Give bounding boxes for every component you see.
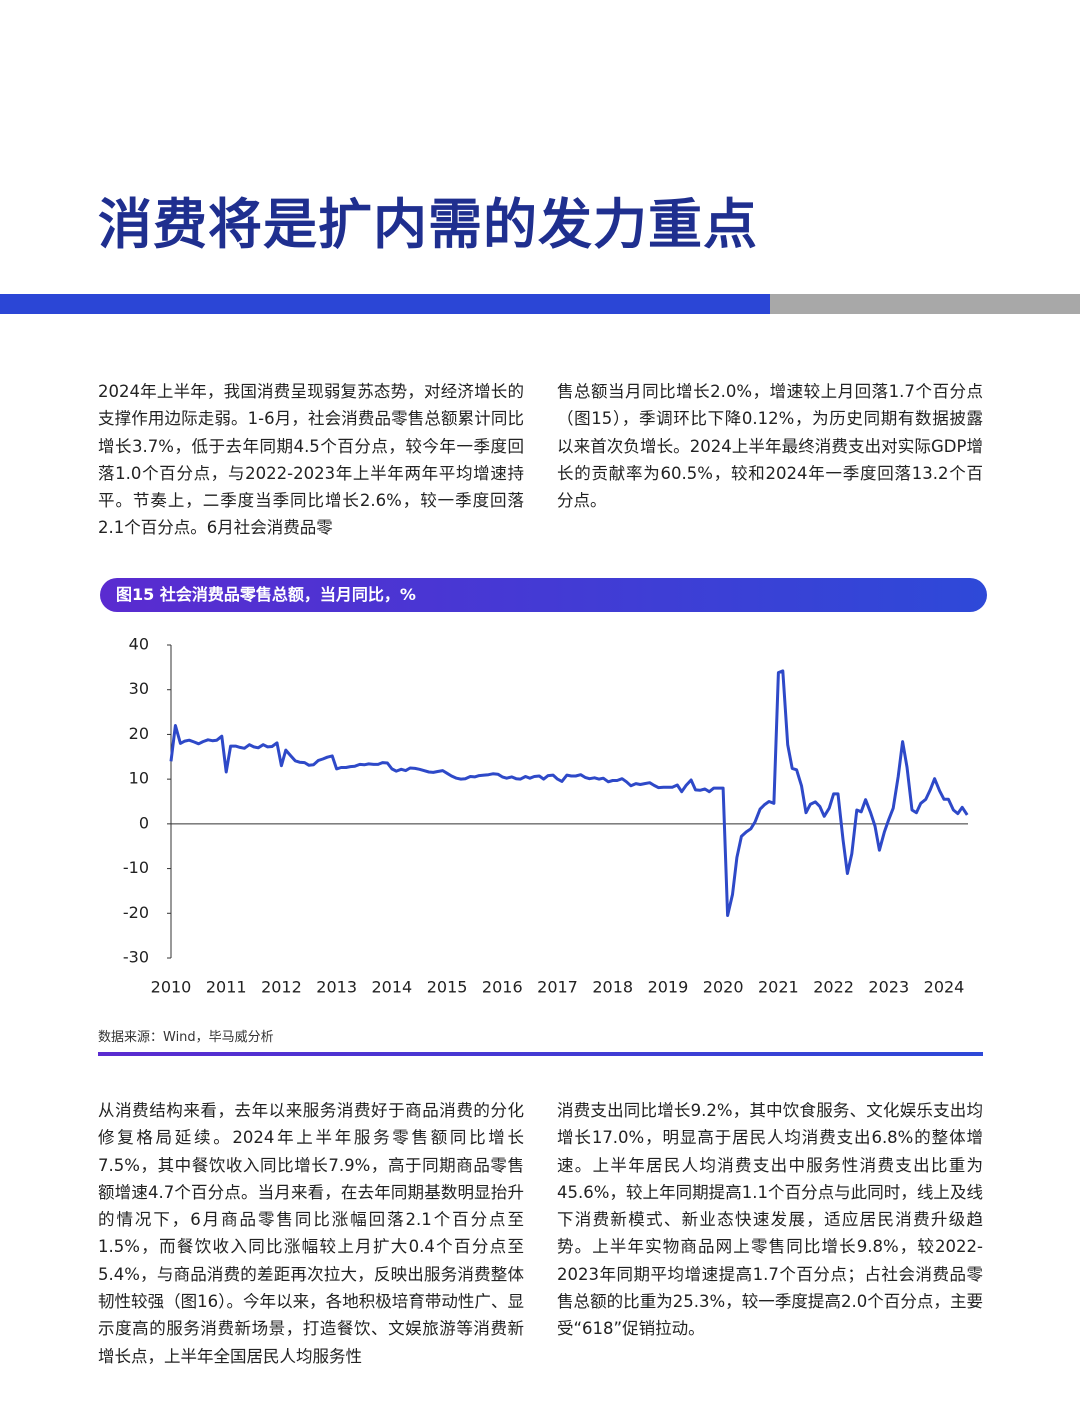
y-tick-label: 30 — [129, 679, 149, 698]
y-tick-label: 40 — [129, 635, 149, 654]
title-bar-blue — [0, 294, 770, 314]
x-tick-label: 2010 — [151, 978, 192, 997]
x-tick-label: 2021 — [758, 978, 799, 997]
y-tick-label: 10 — [129, 769, 149, 788]
chart-source: 数据来源：Wind，毕马威分析 — [98, 1030, 274, 1045]
x-tick-label: 2017 — [537, 978, 578, 997]
paragraph: 售总额当月同比增长2.0%，增速较上月回落1.7个百分点（图15），季调环比下降… — [557, 382, 983, 511]
x-tick-label: 2011 — [206, 978, 247, 997]
title-bar-gray — [770, 294, 1080, 314]
x-tick-label: 2022 — [813, 978, 854, 997]
x-tick-label: 2020 — [703, 978, 744, 997]
x-tick-label: 2024 — [924, 978, 965, 997]
y-tick-label: -30 — [123, 948, 149, 967]
data-line — [169, 669, 969, 917]
paragraph: 从消费结构来看，去年以来服务消费好于商品消费的分化修复格局延续。2024年上半年… — [98, 1101, 524, 1366]
x-tick-label: 2013 — [316, 978, 357, 997]
y-tick-label: 0 — [139, 813, 149, 832]
chart-title: 图15 社会消费品零售总额，当月同比，% — [100, 578, 987, 612]
paragraph: 2024年上半年，我国消费呈现弱复苏态势，对经济增长的支撑作用边际走弱。1-6月… — [98, 382, 524, 538]
y-tick-label: -20 — [123, 903, 149, 922]
x-tick-label: 2018 — [592, 978, 633, 997]
x-tick-label: 2012 — [261, 978, 302, 997]
x-tick-label: 2019 — [648, 978, 689, 997]
page-title: 消费将是扩内需的发力重点 — [98, 193, 758, 256]
x-tick-label: 2023 — [868, 978, 909, 997]
y-tick-label: -10 — [123, 858, 149, 877]
paragraph: 消费支出同比增长9.2%，其中饮食服务、文化娱乐支出均增长17.0%，明显高于居… — [557, 1101, 983, 1339]
x-tick-label: 2016 — [482, 978, 523, 997]
y-tick-label: 20 — [129, 724, 149, 743]
divider — [98, 1052, 983, 1056]
x-tick-label: 2014 — [371, 978, 412, 997]
x-tick-label: 2015 — [427, 978, 468, 997]
